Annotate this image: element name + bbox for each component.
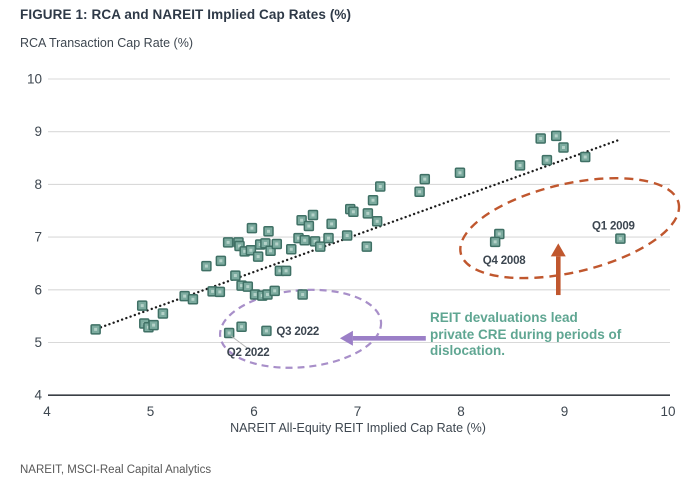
data-point-center [266,229,270,233]
figure-title: FIGURE 1: RCA and NAREIT Implied Cap Rat… [20,7,352,22]
data-point-center [250,226,254,230]
data-point-center [253,293,257,297]
data-point-center [418,190,422,194]
x-tick-label: 9 [561,404,569,419]
data-point-center [183,294,187,298]
x-tick-label: 7 [354,404,362,419]
data-point-center [330,222,334,226]
data-point-center [311,213,315,217]
data-point-center [256,255,260,259]
data-point-center [240,325,244,329]
data-point-center [204,264,208,268]
trend-line [95,138,620,330]
data-point-center [327,236,331,240]
x-tick-label: 5 [147,404,155,419]
data-point-center [240,284,244,288]
point-label: Q1 2009 [592,221,635,233]
data-point-center [269,249,273,253]
data-point-center [351,210,355,214]
data-point-center [263,241,267,245]
data-point-center [233,274,237,278]
source-note: NAREIT, MSCI-Real Capital Analytics [20,464,212,476]
scatter-plot: 10 9 8 7 6 5 44 5 6 7 8 9 10 Q4 2008 Q1 2009 Q3 2022 Q2 … [27,72,681,419]
data-point-center [161,312,165,316]
data-point-center [497,232,501,236]
data-point-center [583,155,587,159]
data-point-center [307,224,311,228]
data-point-center [539,137,543,141]
arrow-left-2022-head [339,330,353,346]
data-point-center [297,236,301,240]
data-point-center [365,245,369,249]
data-point-center [345,234,349,238]
y-axis-title: RCA Transaction Cap Rate (%) [20,36,193,50]
x-axis-title: NAREIT All-Equity REIT Implied Cap Rate … [230,421,486,435]
data-point-center [371,198,375,202]
data-point-center [191,297,195,301]
data-point-center [561,146,565,150]
x-tick-label: 4 [43,404,51,419]
data-point-center [375,219,379,223]
data-point-center [301,293,305,297]
data-point-center [300,218,304,222]
y-tick-label: 4 [34,388,42,403]
data-point-center [284,269,288,273]
data-point-center [140,304,144,308]
annotation-note-line-2: private CRE during periods of [430,326,622,342]
data-point-center [211,289,215,293]
data-point-center [378,185,382,189]
point-label: Q3 2022 [276,326,319,338]
data-point-center [227,331,231,335]
data-point-center [246,285,250,289]
data-point-center [554,134,558,138]
arrow-up-2008-head [550,243,566,257]
data-point-center [275,242,279,246]
annotation-note-line-3: dislocation. [430,343,506,358]
data-point-center [243,249,247,253]
point-label: Q4 2008 [483,255,527,267]
data-point-center [249,248,253,252]
highlight-ellipse-dislocation-2022 [218,288,383,369]
data-point-center [545,158,549,162]
data-point-center [94,327,98,331]
data-point-center [289,247,293,251]
data-point-center [264,329,268,333]
data-point-center [218,290,222,294]
y-tick-label: 8 [34,177,42,192]
annotation-note: REIT devaluations lead private CRE durin… [430,310,621,360]
data-point-center [265,293,269,297]
x-tick-label: 8 [457,404,465,419]
point-label: Q2 2022 [227,347,270,359]
data-point-center [313,239,317,243]
data-point-center [219,259,223,263]
data-point-center [318,245,322,249]
data-point-center [518,163,522,167]
callout-line [230,335,248,349]
highlight-ellipse-dislocation-2008 [459,177,681,280]
y-tick-label: 7 [34,230,42,245]
data-point-center [278,269,282,273]
data-point-center [458,171,462,175]
x-tick-label: 6 [250,404,258,419]
data-point-center [273,289,277,293]
x-tick-label: 10 [660,404,675,419]
data-point-center [303,238,307,242]
annotation-note-line-1: REIT devaluations lead [430,310,578,325]
data-point-center [618,237,622,241]
y-tick-label: 9 [34,124,42,139]
data-point-center [493,240,497,244]
data-point-center [238,244,242,248]
data-point-center [226,240,230,244]
y-tick-label: 5 [34,335,42,350]
data-point-center [366,211,370,215]
y-tick-label: 6 [34,282,42,297]
data-point-center [423,177,427,181]
y-tick-label: 10 [27,72,42,87]
data-point-center [152,323,156,327]
